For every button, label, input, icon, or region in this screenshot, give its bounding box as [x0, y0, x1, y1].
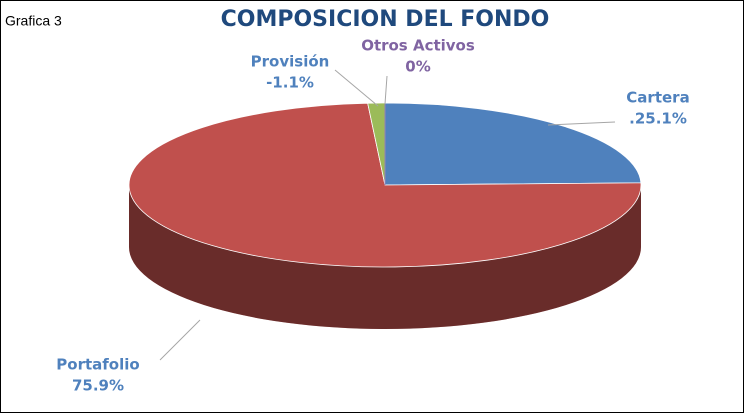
slice-value-label: 0%	[405, 58, 430, 76]
chart-title: COMPOSICION DEL FONDO	[221, 7, 550, 32]
slice-side	[129, 185, 641, 329]
slice-side-shade	[129, 185, 641, 329]
slice-label: Portafolio	[56, 356, 139, 374]
slice-value-label: -1.1%	[266, 74, 314, 92]
slice-value-label: 75.9%	[72, 377, 124, 395]
slice	[128, 102, 642, 268]
slice-label: Otros Activos	[361, 37, 475, 55]
leader-line	[159, 319, 201, 361]
slice-value-label: .25.1%	[629, 110, 687, 128]
leader-line	[334, 69, 379, 107]
slice-label: Cartera	[626, 89, 689, 107]
chart-label: Grafica 3	[5, 13, 62, 29]
leader-line	[547, 121, 616, 126]
slice	[384, 102, 642, 186]
slice-label: Provisión	[251, 53, 330, 71]
leader-line	[384, 75, 388, 105]
